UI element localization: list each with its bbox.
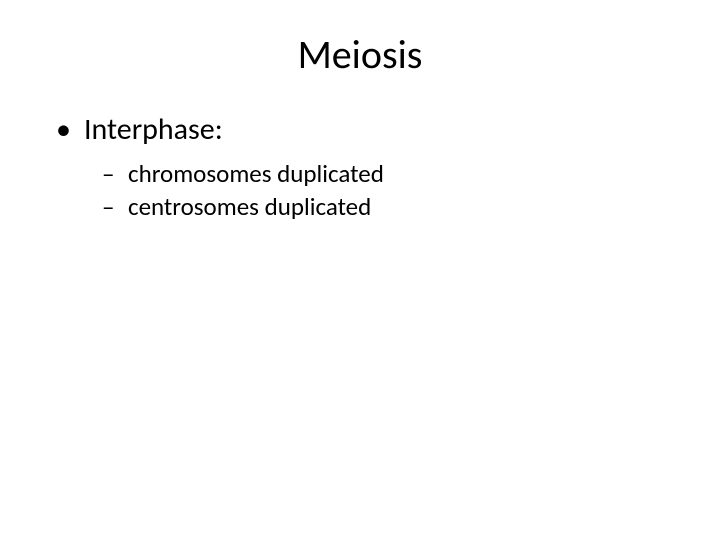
bullet-marker-l2: – bbox=[102, 158, 128, 189]
slide-title: Meiosis bbox=[40, 30, 680, 79]
bullet-text-l1: Interphase: bbox=[84, 111, 223, 148]
bullet-marker-l1: • bbox=[52, 111, 84, 148]
bullet-text-l2-2: centrosomes duplicated bbox=[128, 191, 371, 222]
slide-content: • Interphase: – chromosomes duplicated –… bbox=[40, 111, 680, 222]
bullet-text-l2-1: chromosomes duplicated bbox=[128, 158, 384, 189]
bullet-level2: – chromosomes duplicated bbox=[102, 158, 680, 189]
slide-container: Meiosis • Interphase: – chromosomes dupl… bbox=[0, 0, 720, 540]
bullet-level2: – centrosomes duplicated bbox=[102, 191, 680, 222]
bullet-marker-l2: – bbox=[102, 191, 128, 222]
bullet-level1: • Interphase: bbox=[52, 111, 680, 148]
